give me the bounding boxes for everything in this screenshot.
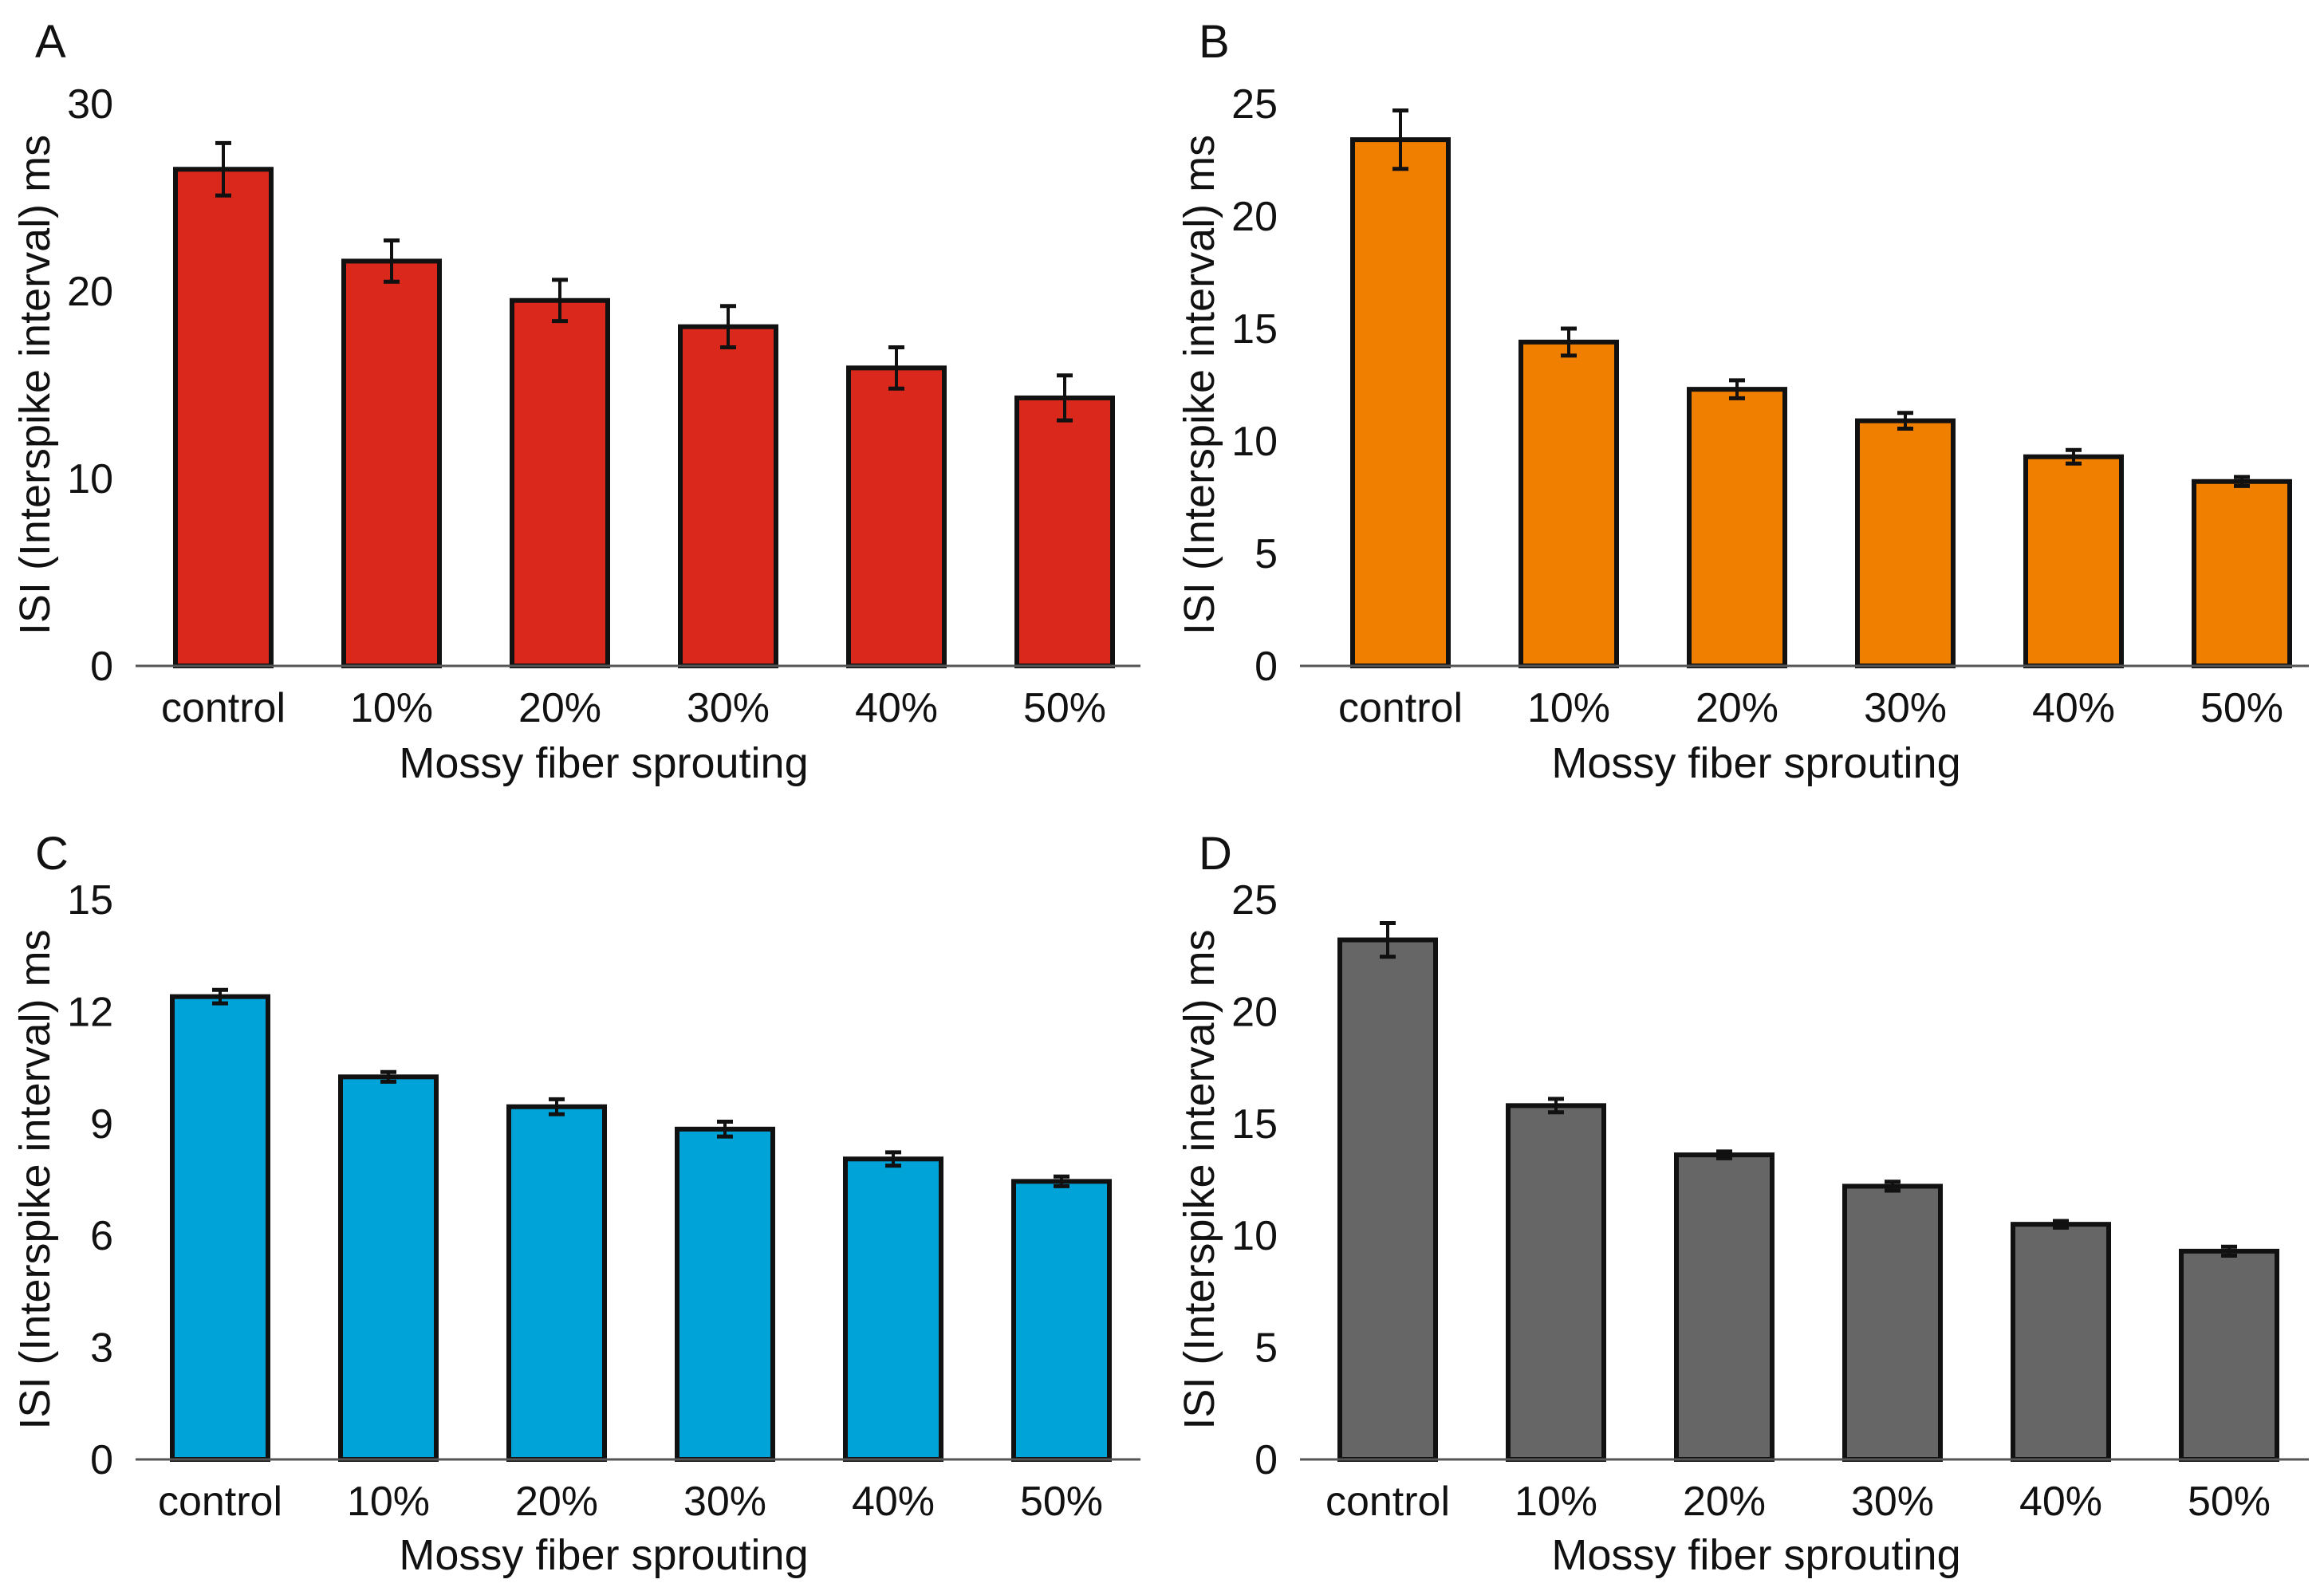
- y-axis-title: ISI (Interspike interval) ms: [1176, 929, 1223, 1429]
- y-tick-label: 5: [1255, 531, 1278, 577]
- x-category-label: 50%: [2200, 685, 2283, 731]
- x-category-label: 30%: [1864, 685, 1947, 731]
- y-tick-label: 0: [1255, 1437, 1278, 1483]
- x-axis-title: Mossy fiber sprouting: [1551, 739, 1960, 787]
- x-category-label: 10%: [347, 1479, 430, 1525]
- y-tick-label: 0: [1255, 644, 1278, 690]
- y-tick-label: 6: [90, 1213, 113, 1259]
- bar-10pct: [341, 258, 442, 668]
- bar-50pct: [2192, 478, 2292, 669]
- x-category-label: 50%: [1020, 1479, 1103, 1525]
- bar-10pct: [1506, 1103, 1606, 1463]
- x-category-label: 20%: [518, 685, 601, 731]
- x-category-label: 30%: [687, 685, 770, 731]
- y-tick-label: 0: [90, 1437, 113, 1483]
- y-tick-label: 12: [67, 989, 113, 1035]
- y-tick-label: 10: [1231, 419, 1278, 465]
- x-category-label: control: [1325, 1479, 1450, 1525]
- y-tick-label: 10: [67, 456, 113, 502]
- x-category-label: 40%: [2032, 685, 2115, 731]
- y-tick-label: 15: [1231, 1101, 1278, 1148]
- bar-40pct: [843, 1156, 943, 1462]
- x-axis-title: Mossy fiber sprouting: [399, 739, 808, 787]
- x-axis-title: Mossy fiber sprouting: [399, 1531, 808, 1579]
- x-category-label: 40%: [855, 685, 938, 731]
- y-tick-label: 3: [90, 1325, 113, 1372]
- bar-control: [173, 167, 274, 668]
- x-axis-title: Mossy fiber sprouting: [1551, 1531, 1960, 1579]
- bar-30pct: [678, 324, 778, 668]
- y-tick-label: 15: [1231, 306, 1278, 352]
- y-tick-label: 25: [1231, 81, 1278, 128]
- x-category-label: 40%: [2019, 1479, 2102, 1525]
- bar-30pct: [675, 1126, 775, 1462]
- bar-10pct: [1518, 339, 1619, 668]
- bar-control: [1350, 137, 1451, 668]
- bar-40pct: [846, 365, 947, 668]
- x-category-label: 10%: [350, 685, 433, 731]
- bar-20pct: [510, 297, 610, 668]
- y-tick-label: 20: [1231, 194, 1278, 240]
- y-tick-label: 10: [1231, 1213, 1278, 1259]
- x-category-label: 50%: [2188, 1479, 2271, 1525]
- x-category-label: 50%: [1023, 685, 1106, 731]
- x-category-label: control: [1338, 685, 1463, 731]
- panel-letter: C: [35, 828, 69, 880]
- x-category-label: control: [158, 1479, 282, 1525]
- x-category-label: control: [161, 685, 286, 731]
- bar-40pct: [2011, 1222, 2111, 1463]
- bar-20pct: [506, 1104, 607, 1462]
- x-category-label: 20%: [1683, 1479, 1766, 1525]
- bar-40pct: [2023, 454, 2124, 668]
- bar-30pct: [1855, 418, 1956, 668]
- y-tick-label: 15: [67, 877, 113, 924]
- panel-letter: A: [35, 16, 66, 68]
- y-tick-label: 20: [1231, 989, 1278, 1035]
- panel-letter: D: [1199, 828, 1232, 880]
- y-tick-label: 25: [1231, 877, 1278, 924]
- y-tick-label: 30: [67, 81, 113, 128]
- x-category-label: 30%: [683, 1479, 766, 1525]
- bar-50pct: [1011, 1179, 1112, 1462]
- y-tick-label: 5: [1255, 1325, 1278, 1372]
- x-category-label: 10%: [1515, 1479, 1597, 1525]
- y-tick-label: 20: [67, 269, 113, 315]
- x-category-label: 40%: [852, 1479, 935, 1525]
- bar-50pct: [2179, 1248, 2279, 1462]
- bar-control: [170, 994, 270, 1463]
- bar-20pct: [1674, 1152, 1775, 1463]
- bar-20pct: [1687, 387, 1787, 668]
- bar-30pct: [1842, 1183, 1943, 1462]
- x-category-label: 20%: [515, 1479, 598, 1525]
- bar-control: [1337, 937, 1438, 1462]
- x-category-label: 30%: [1851, 1479, 1934, 1525]
- y-tick-label: 0: [90, 644, 113, 690]
- y-axis-title: ISI (Interspike interval) ms: [1176, 135, 1223, 635]
- x-category-label: 20%: [1696, 685, 1778, 731]
- bar-10pct: [338, 1074, 439, 1463]
- y-axis-title: ISI (Interspike interval) ms: [11, 929, 59, 1429]
- panel-letter: B: [1199, 16, 1230, 68]
- bar-50pct: [1014, 395, 1115, 668]
- x-category-label: 10%: [1527, 685, 1610, 731]
- y-tick-label: 9: [90, 1101, 113, 1148]
- y-axis-title: ISI (Interspike interval) ms: [11, 135, 59, 635]
